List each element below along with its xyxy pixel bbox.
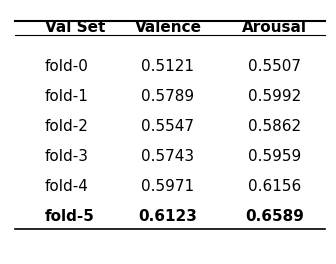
Text: 0.6123: 0.6123 bbox=[138, 209, 198, 224]
Text: 0.5547: 0.5547 bbox=[141, 119, 195, 134]
Text: fold-4: fold-4 bbox=[45, 179, 89, 194]
Text: fold-5: fold-5 bbox=[45, 209, 94, 224]
Text: 0.5959: 0.5959 bbox=[248, 149, 301, 164]
Text: fold-0: fold-0 bbox=[45, 59, 89, 74]
Text: 0.6589: 0.6589 bbox=[245, 209, 304, 224]
Text: 0.5862: 0.5862 bbox=[248, 119, 301, 134]
Text: fold-3: fold-3 bbox=[45, 149, 89, 164]
Text: Val Set: Val Set bbox=[45, 20, 105, 35]
Text: 0.5743: 0.5743 bbox=[141, 149, 195, 164]
Text: Valence: Valence bbox=[134, 20, 202, 35]
Text: 0.6156: 0.6156 bbox=[248, 179, 301, 194]
Text: 0.5507: 0.5507 bbox=[248, 59, 301, 74]
Text: 0.5992: 0.5992 bbox=[248, 89, 301, 104]
Text: 0.5789: 0.5789 bbox=[141, 89, 195, 104]
Text: fold-2: fold-2 bbox=[45, 119, 89, 134]
Text: 0.5121: 0.5121 bbox=[141, 59, 195, 74]
Text: 0.5971: 0.5971 bbox=[141, 179, 195, 194]
Text: Arousal: Arousal bbox=[242, 20, 307, 35]
Text: fold-1: fold-1 bbox=[45, 89, 89, 104]
